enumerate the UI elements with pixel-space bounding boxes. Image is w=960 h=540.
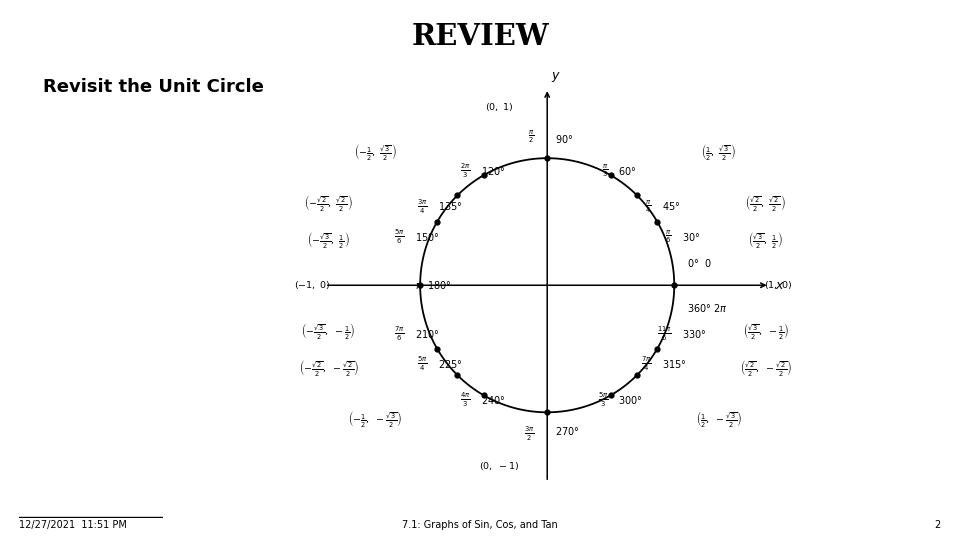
Text: $60°$: $60°$ xyxy=(618,165,636,177)
Text: $\frac{4\pi}{3}$: $\frac{4\pi}{3}$ xyxy=(461,390,471,409)
Text: $\frac{2\pi}{3}$: $\frac{2\pi}{3}$ xyxy=(461,162,471,180)
Text: $\frac{11\pi}{6}$: $\frac{11\pi}{6}$ xyxy=(657,325,672,343)
Text: $(1,\ 0)$: $(1,\ 0)$ xyxy=(764,279,793,291)
Text: $y$: $y$ xyxy=(551,71,561,84)
Text: $315°$: $315°$ xyxy=(661,358,686,370)
Text: $135°$: $135°$ xyxy=(438,200,463,212)
Text: 7.1: Graphs of Sin, Cos, and Tan: 7.1: Graphs of Sin, Cos, and Tan xyxy=(402,520,558,530)
Text: $\left(\frac{\sqrt{3}}{2},\ -\frac{1}{2}\right)$: $\left(\frac{\sqrt{3}}{2},\ -\frac{1}{2}… xyxy=(742,321,789,341)
Text: $\left(-\frac{\sqrt{2}}{2},\ -\frac{\sqrt{2}}{2}\right)$: $\left(-\frac{\sqrt{2}}{2},\ -\frac{\sqr… xyxy=(299,358,359,378)
Text: $\frac{3\pi}{4}$: $\frac{3\pi}{4}$ xyxy=(418,197,428,215)
Text: $240°$: $240°$ xyxy=(481,394,506,406)
Text: $120°$: $120°$ xyxy=(481,165,506,177)
Text: $(0,\ -1)$: $(0,\ -1)$ xyxy=(479,460,519,471)
Text: $150°$: $150°$ xyxy=(415,231,440,243)
Text: $\frac{5\pi}{3}$: $\frac{5\pi}{3}$ xyxy=(598,390,609,409)
Text: $300°$: $300°$ xyxy=(618,394,643,406)
Text: $225°$: $225°$ xyxy=(438,358,463,370)
Text: $\left(-\frac{\sqrt{3}}{2},\ \frac{1}{2}\right)$: $\left(-\frac{\sqrt{3}}{2},\ \frac{1}{2}… xyxy=(307,230,350,249)
Text: Revisit the Unit Circle: Revisit the Unit Circle xyxy=(43,78,264,96)
Text: $(0,\ 1)$: $(0,\ 1)$ xyxy=(485,102,514,113)
Text: $\left(-\frac{\sqrt{2}}{2},\ \frac{\sqrt{2}}{2}\right)$: $\left(-\frac{\sqrt{2}}{2},\ \frac{\sqrt… xyxy=(304,193,353,213)
Text: 12/27/2021  11:51 PM: 12/27/2021 11:51 PM xyxy=(19,520,127,530)
Text: $\pi\ \ 180°$: $\pi\ \ 180°$ xyxy=(415,279,452,291)
Text: $90°$: $90°$ xyxy=(555,133,573,145)
Text: $330°$: $330°$ xyxy=(682,328,707,340)
Text: $0°\ \ 0$: $0°\ \ 0$ xyxy=(687,256,712,269)
Text: $\left(\frac{1}{2},\ \frac{\sqrt{3}}{2}\right)$: $\left(\frac{1}{2},\ \frac{\sqrt{3}}{2}\… xyxy=(702,142,736,162)
Text: $210°$: $210°$ xyxy=(415,328,440,340)
Text: $\frac{5\pi}{6}$: $\frac{5\pi}{6}$ xyxy=(395,228,405,246)
Text: $\left(\frac{\sqrt{2}}{2},\ -\frac{\sqrt{2}}{2}\right)$: $\left(\frac{\sqrt{2}}{2},\ -\frac{\sqrt… xyxy=(739,358,792,378)
Text: $x$: $x$ xyxy=(775,279,784,292)
Text: $(-1,\ 0)$: $(-1,\ 0)$ xyxy=(294,279,330,291)
Text: $\left(-\frac{1}{2},\ \frac{\sqrt{3}}{2}\right)$: $\left(-\frac{1}{2},\ \frac{\sqrt{3}}{2}… xyxy=(354,142,397,162)
Text: $\left(\frac{\sqrt{2}}{2},\ \frac{\sqrt{2}}{2}\right)$: $\left(\frac{\sqrt{2}}{2},\ \frac{\sqrt{… xyxy=(745,193,786,213)
Text: $360°\ 2\pi$: $360°\ 2\pi$ xyxy=(687,302,728,314)
Text: $\frac{\pi}{3}$: $\frac{\pi}{3}$ xyxy=(602,163,609,179)
Text: $\frac{7\pi}{6}$: $\frac{7\pi}{6}$ xyxy=(395,325,405,343)
Text: $\left(\frac{1}{2},\ -\frac{\sqrt{3}}{2}\right)$: $\left(\frac{1}{2},\ -\frac{\sqrt{3}}{2}… xyxy=(696,409,742,429)
Text: $\frac{3\pi}{2}$: $\frac{3\pi}{2}$ xyxy=(524,425,535,443)
Text: $45°$: $45°$ xyxy=(661,200,680,212)
Text: 2: 2 xyxy=(934,520,941,530)
Text: $\left(\frac{\sqrt{3}}{2},\ \frac{1}{2}\right)$: $\left(\frac{\sqrt{3}}{2},\ \frac{1}{2}\… xyxy=(749,230,783,249)
Text: $30°$: $30°$ xyxy=(682,231,700,243)
Text: $\frac{\pi}{4}$: $\frac{\pi}{4}$ xyxy=(645,198,652,215)
Text: $\frac{\pi}{2}$: $\frac{\pi}{2}$ xyxy=(528,129,535,145)
Text: REVIEW: REVIEW xyxy=(411,22,549,51)
Text: $\left(-\frac{\sqrt{3}}{2},\ -\frac{1}{2}\right)$: $\left(-\frac{\sqrt{3}}{2},\ -\frac{1}{2… xyxy=(301,321,356,341)
Text: $\left(-\frac{1}{2},\ -\frac{\sqrt{3}}{2}\right)$: $\left(-\frac{1}{2},\ -\frac{\sqrt{3}}{2… xyxy=(348,409,403,429)
Text: $\frac{7\pi}{4}$: $\frac{7\pi}{4}$ xyxy=(641,355,652,373)
Text: $270°$: $270°$ xyxy=(555,425,579,437)
Text: $\frac{5\pi}{4}$: $\frac{5\pi}{4}$ xyxy=(418,355,428,373)
Text: $\frac{\pi}{6}$: $\frac{\pi}{6}$ xyxy=(665,228,672,245)
